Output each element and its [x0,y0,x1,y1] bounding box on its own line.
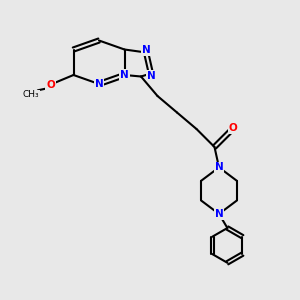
Text: O: O [46,80,55,91]
Text: N: N [214,162,224,172]
Text: N: N [146,70,155,81]
Text: N: N [120,70,129,80]
Text: N: N [214,209,224,219]
Text: N: N [94,79,103,89]
Text: O: O [229,123,238,134]
Text: CH₃: CH₃ [22,90,39,99]
Text: N: N [142,45,151,56]
